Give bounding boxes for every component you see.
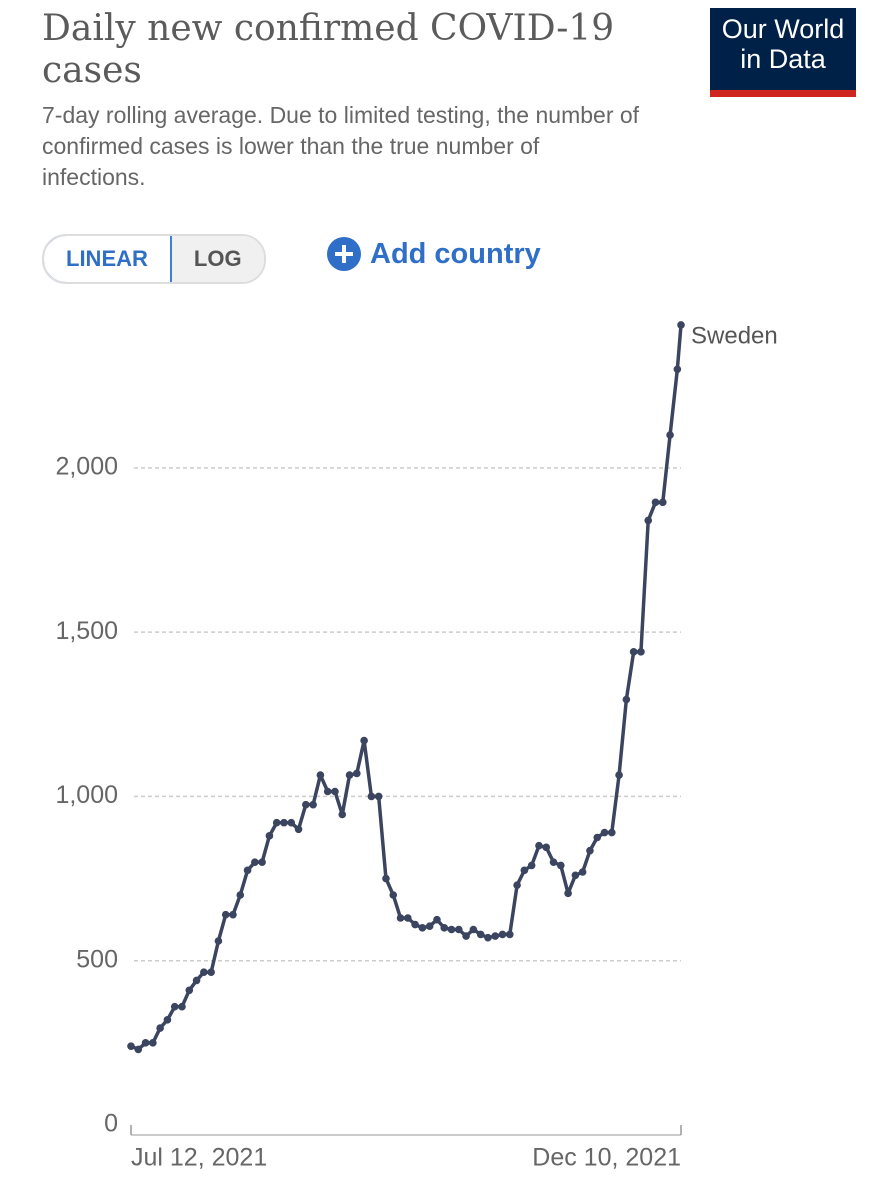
- data-point: [345, 771, 354, 779]
- data-point: [214, 937, 223, 945]
- data-point: [323, 787, 332, 796]
- y-tick-label: 1,000: [55, 781, 118, 809]
- data-point: [185, 986, 194, 995]
- data-point: [331, 787, 339, 796]
- data-point: [440, 924, 449, 932]
- data-point: [221, 910, 230, 919]
- data-point: [644, 516, 653, 525]
- series-line: [130, 324, 683, 1052]
- data-point: [411, 920, 419, 929]
- plus-icon: [327, 237, 361, 271]
- data-point: [535, 841, 543, 850]
- linear-button[interactable]: LINEAR: [43, 236, 172, 282]
- data-point: [651, 498, 660, 507]
- data-point: [294, 825, 303, 834]
- data-point: [425, 922, 434, 931]
- data-point: [564, 889, 572, 898]
- chart-title: Daily new confirmed COVID-19 cases: [42, 8, 615, 91]
- data-point: [309, 800, 317, 809]
- data-point: [374, 792, 383, 801]
- log-button[interactable]: LOG: [171, 236, 264, 282]
- data-point: [600, 828, 609, 837]
- data-point: [207, 968, 215, 977]
- data-point: [498, 930, 507, 939]
- data-point: [520, 866, 529, 875]
- data-point: [141, 1039, 150, 1047]
- data-point: [586, 846, 594, 855]
- data-point: [404, 914, 412, 922]
- data-point: [462, 932, 470, 940]
- data-point: [258, 858, 266, 866]
- x-tick-label: Jul 12, 2021: [131, 1144, 267, 1172]
- data-point: [629, 648, 638, 656]
- data-point: [134, 1045, 143, 1054]
- data-point: [316, 771, 325, 779]
- add-country-label: Add country: [370, 237, 541, 270]
- add-country-button[interactable]: Add country: [326, 236, 541, 272]
- data-point: [433, 915, 441, 924]
- data-point: [156, 1024, 164, 1032]
- scale-toggle: LINEAR LOG: [42, 234, 266, 284]
- data-point: [360, 736, 368, 745]
- data-point: [549, 858, 558, 866]
- data-point: [615, 771, 623, 779]
- logo-text: Our World: [721, 14, 845, 44]
- data-point: [593, 833, 602, 842]
- data-point: [127, 1042, 135, 1050]
- data-point: [557, 861, 565, 870]
- data-point: [287, 818, 296, 827]
- data-point: [476, 930, 485, 939]
- data-point: [484, 933, 492, 942]
- data-point: [578, 868, 587, 876]
- logo-text: in Data: [740, 44, 826, 74]
- data-point: [338, 810, 347, 819]
- data-point: [469, 925, 478, 934]
- data-point: [382, 874, 390, 883]
- data-point: [455, 925, 463, 934]
- data-point: [163, 1016, 172, 1024]
- data-point: [666, 431, 674, 439]
- data-point: [513, 881, 521, 889]
- data-point: [243, 866, 252, 875]
- data-point: [622, 695, 631, 704]
- data-point: [491, 932, 500, 940]
- data-point: [506, 930, 514, 939]
- data-point: [265, 832, 274, 840]
- data-point: [353, 769, 361, 778]
- logo[interactable]: Our World in Data: [710, 8, 856, 97]
- data-point: [571, 871, 580, 880]
- data-point: [200, 968, 208, 977]
- data-point: [170, 1002, 179, 1011]
- y-tick-label: 1,500: [55, 617, 118, 645]
- data-point: [396, 914, 405, 922]
- data-point: [447, 925, 456, 934]
- data-point: [607, 828, 616, 837]
- y-tick-label: 500: [76, 945, 118, 973]
- data-point: [229, 910, 237, 919]
- data-point: [389, 891, 398, 899]
- series-label: Sweden: [691, 322, 778, 349]
- chart-subtitle: 7-day rolling average. Due to limited te…: [42, 102, 640, 190]
- x-tick-label: Dec 10, 2021: [532, 1144, 681, 1172]
- data-point: [637, 648, 645, 656]
- data-point: [418, 924, 427, 932]
- data-point: [527, 861, 536, 870]
- data-point: [673, 365, 682, 374]
- data-point: [149, 1039, 157, 1047]
- data-point: [280, 818, 288, 827]
- data-point: [542, 843, 551, 852]
- data-point: [677, 321, 685, 329]
- data-point: [178, 1002, 186, 1011]
- data-point: [192, 976, 201, 985]
- data-point: [236, 891, 245, 899]
- y-tick-label: 2,000: [55, 452, 118, 480]
- data-point: [272, 818, 281, 827]
- data-point: [367, 792, 376, 801]
- data-point: [658, 498, 667, 507]
- y-tick-label: 0: [104, 1110, 118, 1138]
- data-point: [302, 800, 310, 809]
- data-point: [251, 858, 259, 866]
